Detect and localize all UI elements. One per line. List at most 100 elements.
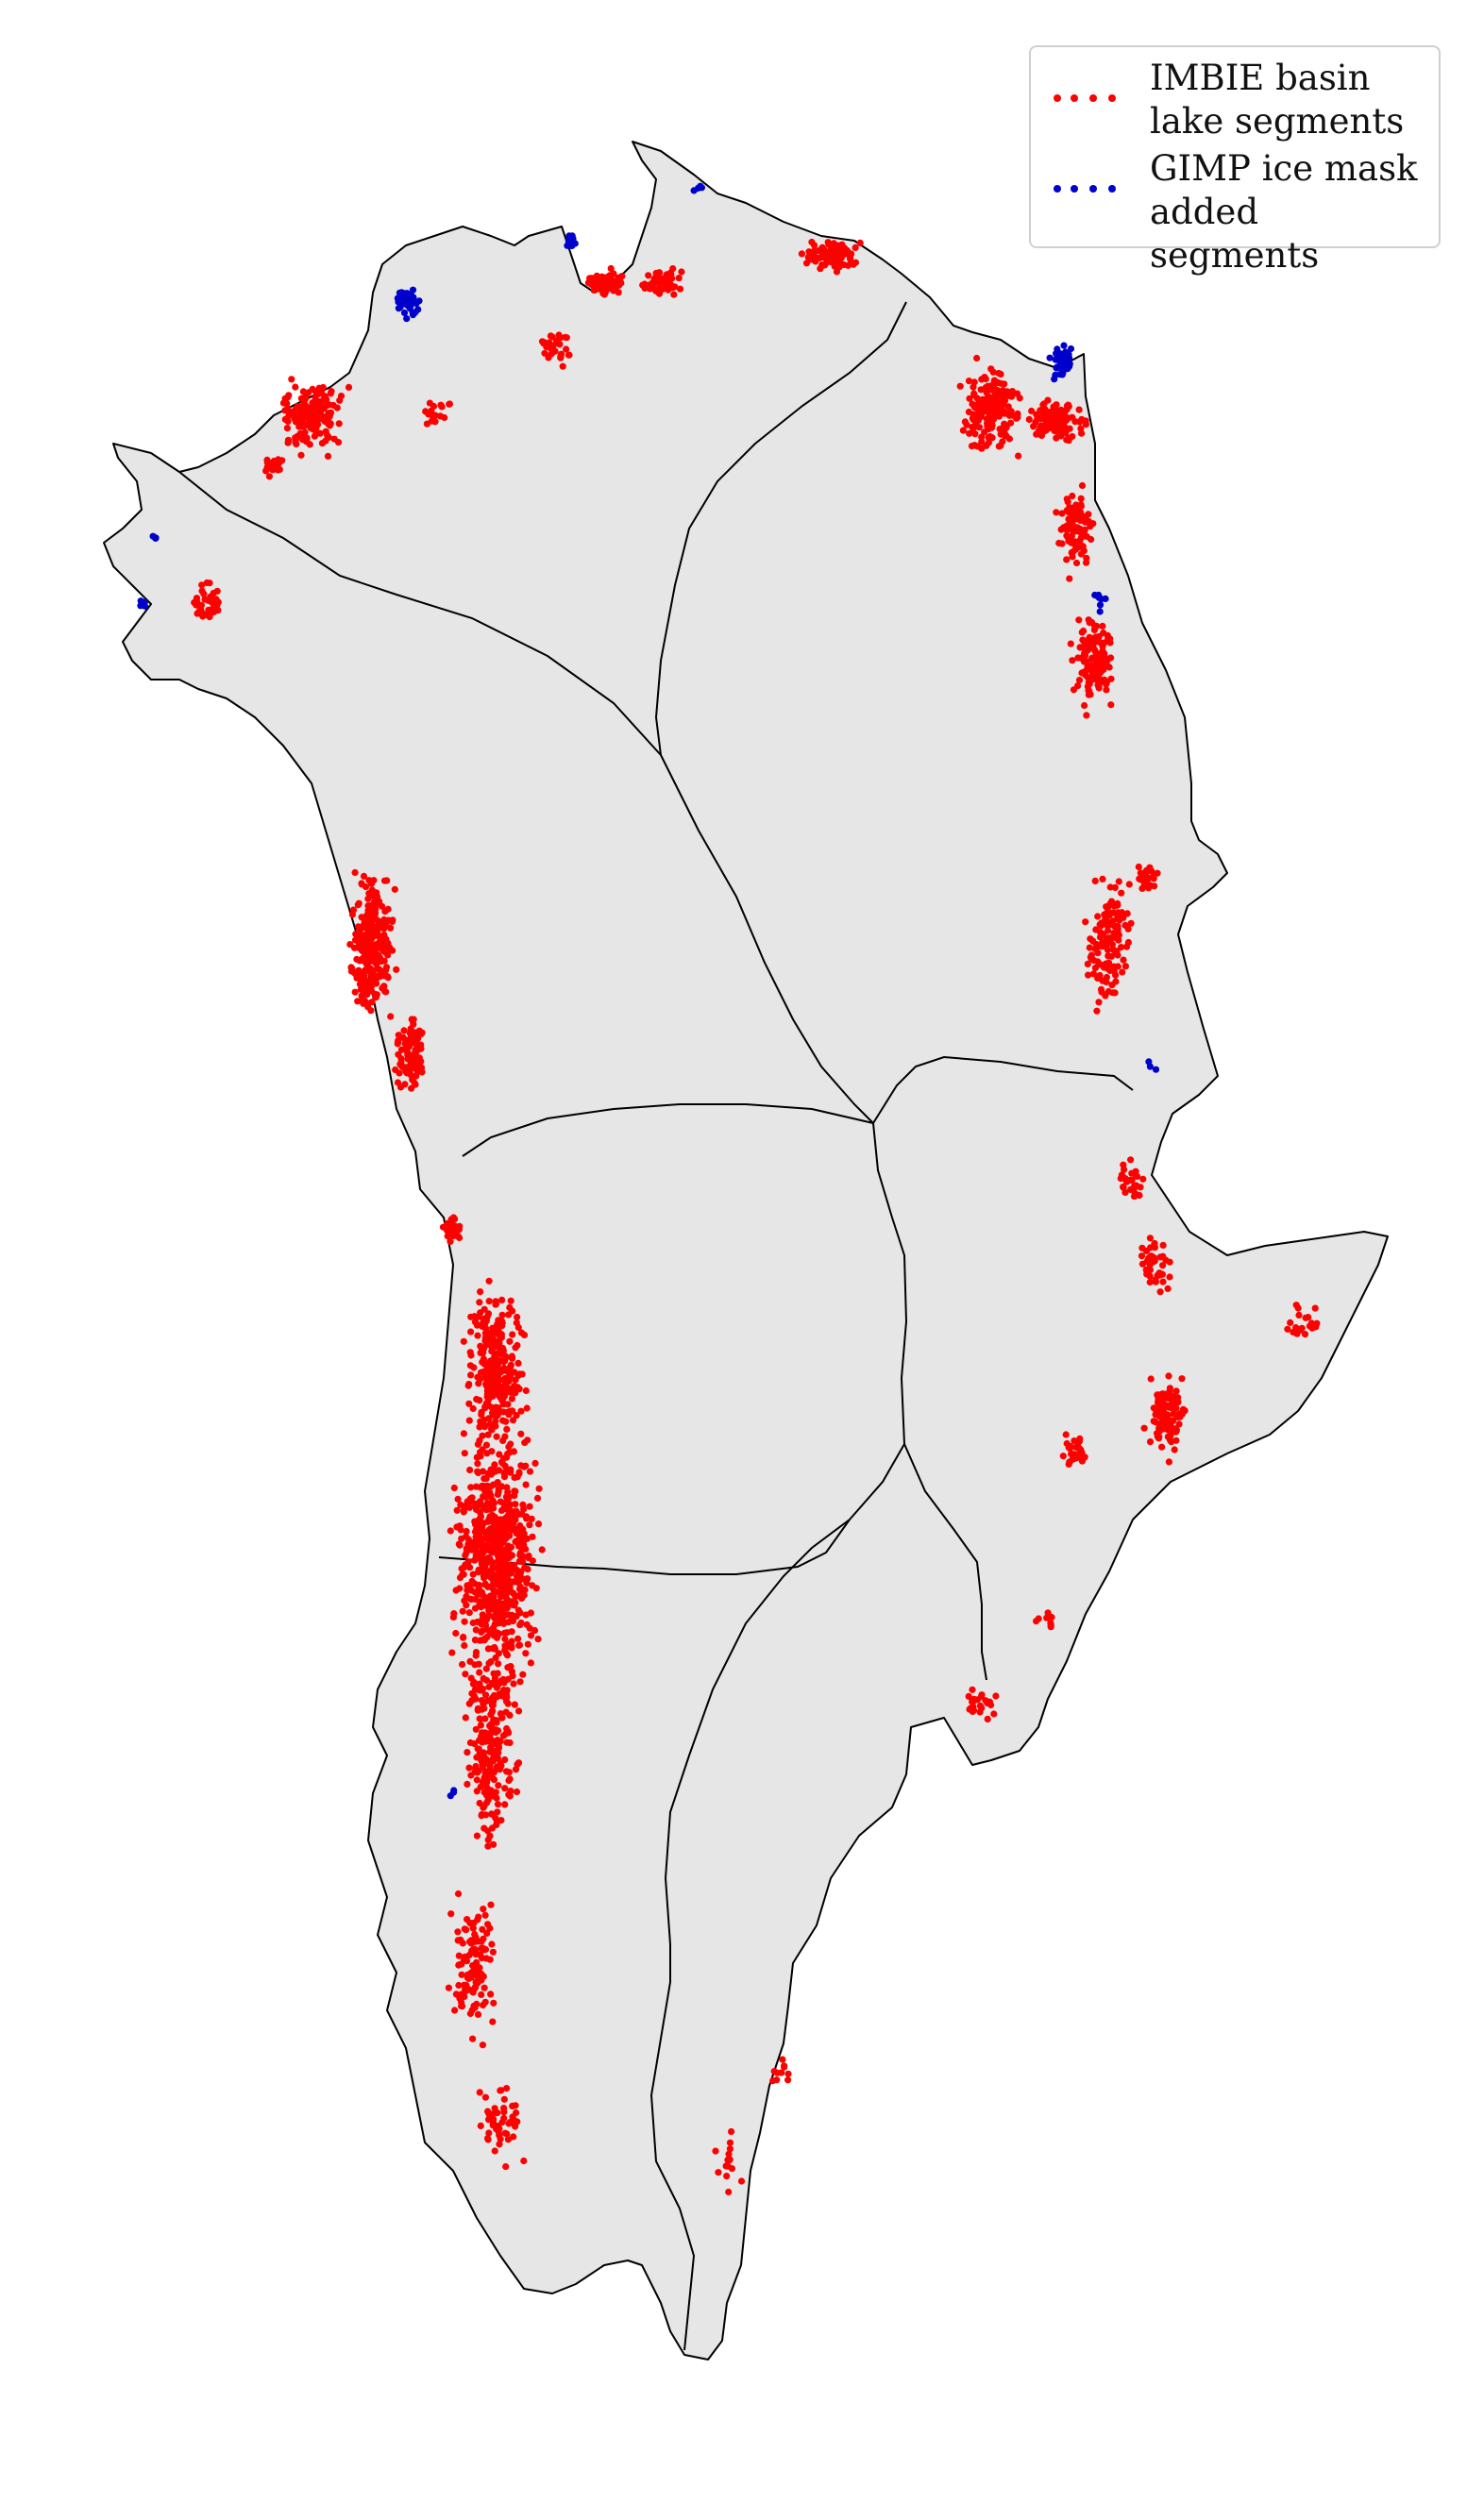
- lake-point: [481, 1319, 489, 1327]
- lake-point: [983, 386, 990, 394]
- lake-point: [969, 1707, 976, 1716]
- lake-point: [500, 1358, 508, 1366]
- lake-point: [506, 1337, 514, 1345]
- lake-point: [535, 1485, 543, 1492]
- lake-point: [1053, 509, 1060, 516]
- lake-point: [471, 1930, 479, 1939]
- lake-point: [510, 1578, 517, 1586]
- lake-point: [505, 1385, 514, 1392]
- lake-point: [1095, 670, 1103, 679]
- lake-point: [1139, 1175, 1147, 1183]
- lake-point: [497, 1582, 504, 1589]
- lake-point: [485, 2129, 493, 2137]
- lake-point: [477, 1733, 485, 1740]
- lake-point: [496, 2125, 503, 2132]
- lake-point: [465, 1764, 473, 1772]
- lake-point: [482, 1379, 490, 1386]
- lake-point: [479, 1621, 486, 1628]
- lake-point: [992, 400, 1001, 409]
- lake-point: [522, 1650, 530, 1657]
- lake-point: [840, 250, 848, 259]
- lake-point: [514, 1606, 522, 1614]
- lake-point: [141, 598, 148, 606]
- lake-point: [1117, 944, 1125, 951]
- lake-point: [480, 1345, 488, 1352]
- lake-point: [1058, 421, 1067, 428]
- lake-point: [728, 2165, 736, 2173]
- lake-point: [478, 1810, 485, 1819]
- lake-point: [496, 1560, 503, 1569]
- lake-point: [466, 1362, 474, 1369]
- lake-point: [1070, 1455, 1077, 1463]
- lake-point: [1050, 424, 1058, 431]
- lake-point: [1095, 594, 1103, 602]
- lake-point: [612, 279, 619, 288]
- lake-point: [981, 428, 988, 436]
- lake-point: [490, 1499, 498, 1506]
- lake-point: [464, 1558, 472, 1566]
- lake-point: [447, 1237, 454, 1245]
- lake-point: [431, 418, 439, 426]
- lake-point: [1110, 930, 1118, 937]
- lake-point: [678, 268, 685, 276]
- lake-point: [1093, 660, 1101, 667]
- lake-point: [484, 2135, 492, 2142]
- lake-point: [665, 286, 672, 294]
- lake-point: [265, 473, 273, 480]
- lake-point: [501, 1635, 509, 1643]
- lake-point: [371, 924, 379, 932]
- lake-point: [1105, 903, 1112, 911]
- lake-point: [1087, 523, 1094, 530]
- lake-point: [649, 285, 657, 293]
- legend-dot: [1054, 185, 1061, 193]
- lake-point: [497, 1566, 505, 1573]
- lake-point: [291, 415, 298, 423]
- lake-point: [488, 1708, 496, 1716]
- lake-point: [1115, 878, 1122, 885]
- basin-line-north-nw: [178, 471, 662, 756]
- basin-line-center-north: [660, 754, 874, 1124]
- lake-point: [469, 1680, 478, 1688]
- lake-point: [475, 1569, 482, 1576]
- lake-point: [469, 2035, 477, 2042]
- lake-point: [520, 1331, 529, 1339]
- lake-point: [1087, 691, 1094, 698]
- lake-point: [497, 1759, 504, 1767]
- lake-point: [283, 425, 291, 432]
- lake-point: [1077, 1446, 1085, 1453]
- lake-point: [480, 1674, 487, 1682]
- lake-point: [311, 432, 318, 440]
- lake-point: [1105, 664, 1113, 671]
- lake-point: [475, 1581, 483, 1589]
- lake-point: [1104, 922, 1111, 930]
- lake-point: [511, 1487, 518, 1495]
- lake-point: [400, 1027, 408, 1034]
- lake-point: [369, 946, 377, 953]
- lake-point: [1065, 401, 1072, 409]
- lake-point: [989, 368, 997, 376]
- lake-point: [501, 1433, 509, 1440]
- lake-point: [489, 1948, 497, 1956]
- lake-point: [1093, 1007, 1101, 1015]
- lake-point: [302, 392, 310, 399]
- lake-point: [481, 2093, 489, 2101]
- lake-point: [1133, 1182, 1140, 1189]
- lake-point: [456, 1541, 464, 1549]
- legend-entry-gimp: GIMP ice mask added segments: [1031, 147, 1439, 276]
- lake-point: [1091, 877, 1099, 885]
- lake-point: [502, 2163, 510, 2171]
- lake-point: [1147, 1375, 1155, 1383]
- lake-point: [481, 1404, 489, 1412]
- lake-point: [515, 1470, 523, 1477]
- lake-point: [488, 1768, 496, 1775]
- lake-point: [464, 1780, 471, 1788]
- lake-point: [469, 1404, 477, 1413]
- lake-point: [494, 1755, 502, 1762]
- lake-point: [475, 1745, 482, 1753]
- lake-point: [1066, 575, 1073, 582]
- lake-point: [973, 443, 981, 450]
- lake-point: [1053, 350, 1060, 358]
- lake-point: [413, 1064, 420, 1071]
- lake-point: [773, 2076, 781, 2084]
